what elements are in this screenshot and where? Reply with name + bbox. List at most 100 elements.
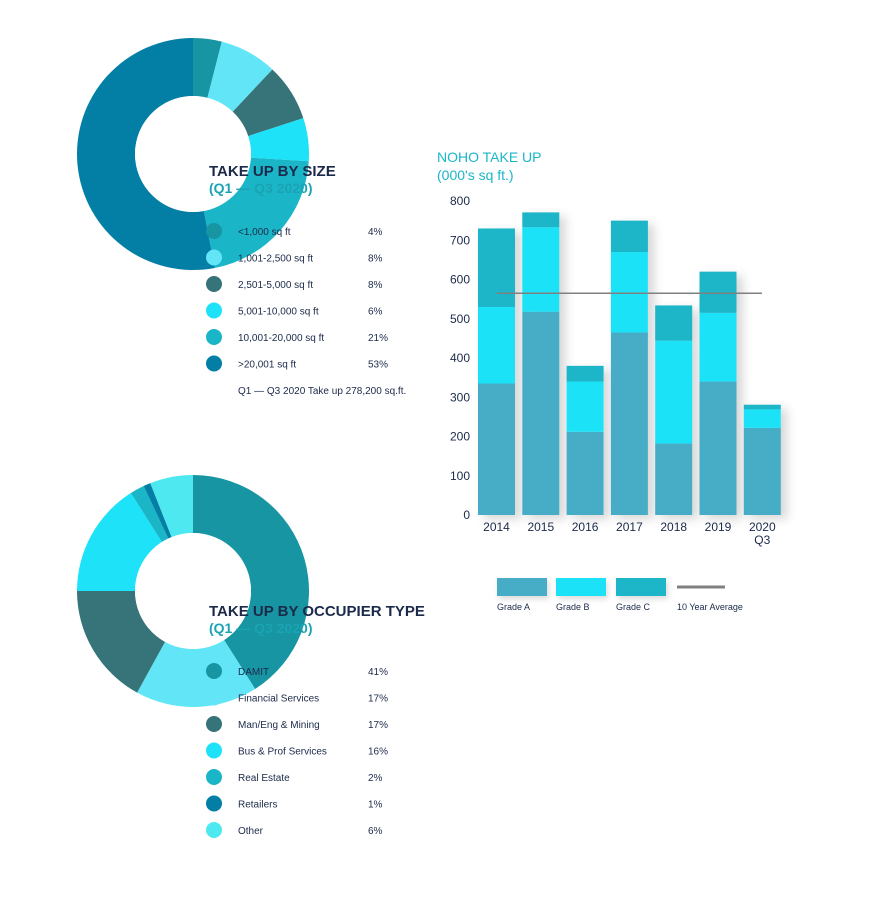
occupier-legend-label-bus-prof-services: Bus & Prof Services: [238, 747, 327, 758]
occupier-slice-man-eng-mining: [77, 591, 166, 693]
occupier-legend-swatch-financial-services: [206, 689, 222, 706]
bar-grade-c-2018: [655, 305, 693, 341]
legend-swatch-grade-c: [616, 578, 666, 596]
legend-swatch-grade-a: [497, 578, 547, 596]
bar-stack-2018: [655, 305, 693, 515]
occupier-legend-label-damit: DAMIT: [238, 667, 269, 678]
size-chart-note: Q1 — Q3 2020 Take up 278,200 sq.ft.: [238, 386, 406, 397]
occupier-chart-title: TAKE UP BY OCCUPIER TYPE: [209, 603, 425, 620]
y-tick-label-600: 600: [450, 273, 470, 287]
bar-grade-a-2014: [478, 383, 515, 515]
x-tick-label-2014: 2014: [483, 520, 510, 534]
occupier-legend: DAMIT 41% Financial Services 17% Man/Eng & M…: [206, 663, 388, 838]
occupier-slice-bus-prof-services: [77, 493, 162, 591]
size-chart-subtitle: (Q1 — Q3 2020): [209, 180, 313, 196]
occupier-legend-value-financial-services: 17%: [368, 694, 388, 705]
bar-grade-b-2014: [478, 306, 515, 384]
size-slice-5-001-10-000-sq-ft: [248, 118, 309, 162]
bar-chart-title: NOHO TAKE UP: [437, 149, 542, 165]
occupier-donut-chart: [77, 475, 309, 707]
size-chart-title: TAKE UP BY SIZE: [209, 163, 336, 180]
y-tick-label-100: 100: [450, 469, 470, 483]
occupier-donut-hole: [135, 533, 251, 649]
y-tick-label-400: 400: [450, 351, 470, 365]
occupier-legend-swatch-bus-prof-services: [206, 742, 222, 759]
size-legend-swatch-5-001-10-000-sq-ft: [206, 302, 222, 319]
occupier-legend-swatch-other: [206, 822, 222, 838]
take-up-bar-chart: 0 100 200 300 400 500 600 700 800 2014 2015 2016 201…: [450, 194, 781, 547]
x-tick-label-2020-q3: 2020 Q3: [749, 520, 776, 547]
legend-label-grade-c: Grade C: [616, 602, 651, 612]
occupier-legend-swatch-damit: [206, 663, 222, 679]
legend-label-grade-a: Grade A: [497, 602, 530, 612]
y-tick-label-0: 0: [463, 508, 470, 522]
occupier-legend-swatch-retailers: [206, 795, 222, 812]
bar-grade-a-2017: [610, 332, 648, 515]
size-legend-label-1-001-2-500-sq-ft: 1,001-2,500 sq ft: [238, 254, 313, 265]
size-legend-value-2-501-5-000-sq-ft: 8%: [368, 280, 383, 291]
size-legend-value-20-001-sq-ft: 53%: [368, 360, 388, 371]
bar-chart-subtitle: (000's sq ft.): [437, 167, 514, 183]
occupier-slice-damit: [193, 475, 309, 689]
bar-grade-a-2018: [655, 443, 693, 515]
bar-grade-a-2015: [522, 311, 560, 515]
bar-grade-b-2015: [522, 227, 560, 312]
size-slice-1-001-2-500-sq-ft: [207, 41, 273, 112]
occupier-legend-value-bus-prof-services: 16%: [368, 747, 388, 758]
size-legend-value-1-001-2-500-sq-ft: 8%: [368, 254, 383, 265]
y-tick-label-300: 300: [450, 390, 470, 404]
legend-label-ten-year-average: 10 Year Average: [677, 602, 743, 612]
bar-grade-c-2020-q3: [743, 404, 781, 410]
bar-stack-2014: [478, 228, 515, 515]
size-donut-hole: [135, 96, 251, 212]
size-legend-value-10-001-20-000-sq-ft: 21%: [368, 333, 388, 344]
occupier-legend-label-retailers: Retailers: [238, 800, 277, 811]
bar-grade-a-2020-q3: [743, 427, 781, 515]
bar-legend: Grade A Grade B Grade C 10 Year Average: [497, 578, 743, 612]
occupier-slice-real-estate: [130, 486, 169, 543]
legend-label-grade-b: Grade B: [556, 602, 590, 612]
occupier-legend-value-damit: 41%: [368, 667, 388, 678]
size-legend-label-2-501-5-000-sq-ft: 2,501-5,000 sq ft: [238, 280, 313, 291]
occupier-legend-value-man-eng-mining: 17%: [368, 720, 388, 731]
bar-grade-a-2016: [566, 431, 604, 515]
size-legend-value-5-001-10-000-sq-ft: 6%: [368, 307, 383, 318]
size-legend-swatch-2-501-5-000-sq-ft: [206, 276, 222, 292]
bar-grade-c-2015: [522, 212, 560, 228]
y-tick-label-700: 700: [450, 233, 470, 247]
y-tick-label-500: 500: [450, 312, 470, 326]
x-tick-label-2017: 2017: [616, 520, 643, 534]
bar-grade-c-2017: [610, 220, 648, 253]
bar-stack-2017: [610, 220, 648, 515]
x-tick-label-2018: 2018: [660, 520, 687, 534]
bar-grade-c-2016: [566, 365, 604, 382]
size-slice-2-501-5-000-sq-ft: [232, 69, 304, 137]
y-tick-label-800: 800: [450, 194, 470, 208]
size-slice-1-000-sq-ft: [193, 38, 222, 98]
bar-grade-b-2016: [566, 381, 604, 432]
bar-stack-2019: [699, 271, 737, 515]
size-legend-label-10-001-20-000-sq-ft: 10,001-20,000 sq ft: [238, 333, 324, 344]
occupier-legend-label-man-eng-mining: Man/Eng & Mining: [238, 720, 320, 731]
x-tick-label-2016: 2016: [572, 520, 599, 534]
size-legend-swatch-1-001-2-500-sq-ft: [206, 249, 222, 266]
size-legend: <1,000 sq ft 4% 1,001-2,500 sq ft 8% 2,501-5…: [206, 223, 388, 372]
size-legend-swatch-1-000-sq-ft: [206, 223, 222, 239]
bar-grade-a-2019: [699, 381, 737, 515]
bar-grade-b-2019: [699, 312, 737, 382]
x-tick-label-2019: 2019: [705, 520, 732, 534]
bar-grade-b-2020-q3: [743, 409, 781, 428]
size-donut-chart: [76, 38, 309, 270]
bar-grade-c-2019: [699, 271, 737, 313]
size-legend-swatch-10-001-20-000-sq-ft: [206, 329, 222, 345]
bar-grade-b-2018: [655, 340, 693, 444]
occupier-slice-financial-services: [137, 639, 256, 707]
size-legend-label-1-000-sq-ft: <1,000 sq ft: [238, 227, 291, 238]
size-legend-label-20-001-sq-ft: >20,001 sq ft: [238, 360, 296, 371]
legend-swatch-grade-b: [556, 578, 606, 596]
occupier-legend-value-real-estate: 2%: [368, 773, 383, 784]
occupier-slice-retailers: [143, 483, 172, 539]
occupier-legend-label-financial-services: Financial Services: [238, 694, 319, 705]
occupier-slice-other: [150, 475, 193, 538]
bar-stack-2015: [522, 212, 560, 515]
